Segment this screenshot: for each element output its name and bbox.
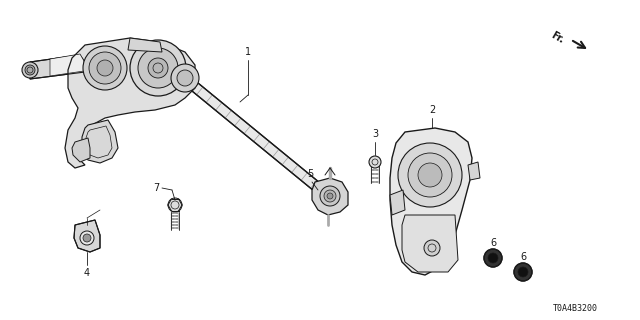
Circle shape [25,65,35,75]
Circle shape [171,64,199,92]
Polygon shape [30,55,85,79]
Circle shape [97,60,113,76]
Polygon shape [312,178,348,215]
Text: 1: 1 [245,47,251,57]
Text: 6: 6 [520,252,526,262]
Text: 6: 6 [490,238,496,248]
Text: 2: 2 [429,105,435,115]
Circle shape [138,48,178,88]
Circle shape [320,186,340,206]
Circle shape [369,156,381,168]
Text: 4: 4 [84,268,90,278]
Text: Fr.: Fr. [549,30,566,45]
Circle shape [398,143,462,207]
Text: 7: 7 [153,183,159,193]
Circle shape [408,153,452,197]
Circle shape [424,240,440,256]
Circle shape [22,62,38,78]
Text: 5: 5 [307,169,313,179]
Polygon shape [402,215,458,272]
Circle shape [484,249,502,267]
Circle shape [83,234,91,242]
Polygon shape [128,38,162,52]
Polygon shape [72,138,90,162]
Circle shape [80,231,94,245]
Polygon shape [192,83,331,200]
Text: T0A4B3200: T0A4B3200 [552,304,598,313]
Circle shape [518,267,528,277]
Circle shape [168,198,182,212]
Polygon shape [74,220,100,252]
Circle shape [418,163,442,187]
Circle shape [488,253,498,263]
Text: 3: 3 [372,129,378,139]
Circle shape [83,46,127,90]
Circle shape [324,190,336,202]
Polygon shape [65,38,195,168]
Circle shape [514,263,532,281]
Polygon shape [50,54,84,76]
Circle shape [89,52,121,84]
Circle shape [130,40,186,96]
Circle shape [327,193,333,199]
Polygon shape [390,190,405,215]
Circle shape [148,58,168,78]
Polygon shape [82,120,118,163]
Circle shape [177,70,193,86]
Polygon shape [468,162,480,180]
Polygon shape [390,128,472,275]
